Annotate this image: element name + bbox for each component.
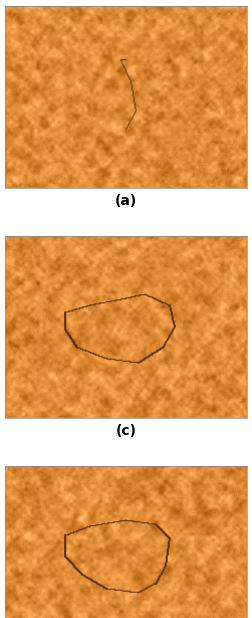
Text: (a): (a) [115,195,137,208]
Text: (c): (c) [115,425,137,438]
